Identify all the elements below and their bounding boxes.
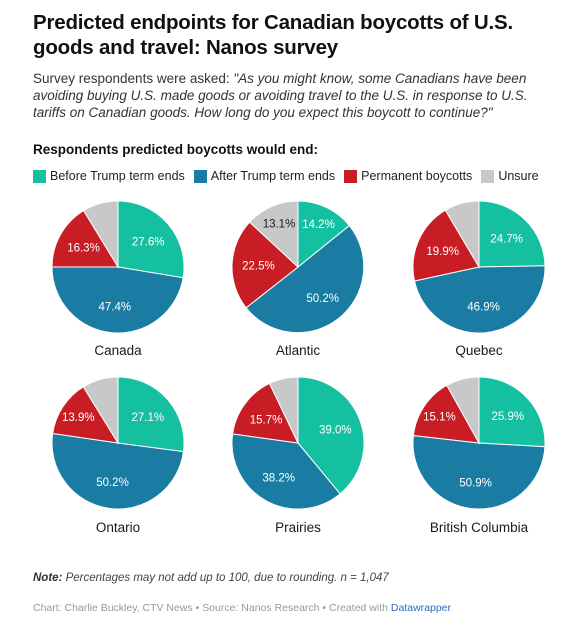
data-label-atlantic-permanent: 22.5%	[242, 260, 275, 272]
pie-british-columbia: 25.9% 50.9% 15.1%	[412, 376, 546, 510]
pie-slice-ontario-before	[117, 376, 185, 453]
pie-slice-british-columbia-after	[412, 434, 546, 510]
pie-slice-ontario-unsure	[82, 376, 119, 445]
description-quote: "As you might know, some Canadians have …	[33, 71, 528, 120]
pie-slice-atlantic-before	[297, 200, 351, 269]
data-label-prairies-after: 38.2%	[262, 473, 295, 485]
note-label: Note:	[33, 572, 63, 584]
data-label-quebec-before: 24.7%	[490, 234, 523, 246]
pie-slice-canada-permanent	[51, 209, 119, 268]
pie-slice-ontario-after	[51, 432, 184, 510]
pie-ontario: 27.1% 50.2% 13.9%	[51, 376, 185, 510]
legend-item-unsure: Unsure	[481, 169, 539, 183]
legend-label-before: Before Trump term ends	[50, 169, 185, 183]
data-label-prairies-permanent: 15.7%	[250, 415, 283, 427]
pie-canada: 27.6% 47.4% 16.3%	[51, 200, 185, 334]
pie-quebec: 24.7% 46.9% 19.9%	[412, 200, 546, 334]
data-label-prairies-before: 39.0%	[319, 425, 352, 437]
pie-slice-prairies-after	[231, 433, 341, 510]
description-prefix: Survey respondents were asked:	[33, 71, 234, 86]
data-label-quebec-after: 46.9%	[467, 301, 500, 313]
pie-charts-grid: 27.6% 47.4% 16.3% Canada 14.2% 50.2% 22.5% 13.1…	[51, 200, 546, 535]
data-label-atlantic-unsure: 13.1%	[263, 218, 296, 230]
pie-slice-british-columbia-before	[478, 376, 546, 448]
legend-item-after: After Trump term ends	[193, 169, 336, 183]
credit-line: Chart: Charlie Buckley, CTV News • Sourc…	[33, 602, 451, 614]
footnote: Note: Percentages may not add up to 100,…	[33, 572, 389, 584]
data-label-atlantic-before: 14.2%	[302, 219, 335, 231]
data-label-ontario-after: 50.2%	[96, 477, 129, 489]
pie-slice-prairies-permanent	[232, 382, 299, 444]
data-label-ontario-before: 27.1%	[131, 412, 164, 424]
note-text: Percentages may not add up to 100, due t…	[62, 572, 389, 584]
pie-slice-quebec-before	[478, 200, 546, 268]
legend-item-before: Before Trump term ends	[33, 169, 185, 183]
region-label-atlantic: Atlantic	[276, 343, 321, 358]
data-label-british-columbia-after: 50.9%	[459, 478, 492, 490]
pie-slice-prairies-before	[297, 376, 365, 495]
pie-slice-ontario-permanent	[52, 386, 119, 444]
datawrapper-link[interactable]: Datawrapper	[390, 602, 452, 614]
pie-prairies: 39.0% 38.2% 15.7%	[231, 376, 365, 510]
chart-subtitle: Respondents predicted boycotts would end…	[33, 142, 319, 157]
pie-slice-canada-before	[117, 200, 185, 279]
pie-slice-atlantic-permanent	[231, 221, 299, 309]
data-label-atlantic-after: 50.2%	[306, 293, 339, 305]
data-label-canada-after: 47.4%	[98, 302, 131, 314]
region-label-british-columbia: British Columbia	[430, 520, 529, 535]
data-label-canada-before: 27.6%	[132, 236, 165, 248]
legend-item-permanent: Permanent boycotts	[344, 169, 472, 183]
chart-description: Survey respondents were asked: "As you m…	[33, 70, 553, 121]
credit-text: Chart: Charlie Buckley, CTV News • Sourc…	[33, 602, 391, 614]
legend-swatch-unsure	[481, 169, 495, 183]
pie-slice-british-columbia-unsure	[446, 376, 480, 445]
pie-slice-atlantic-unsure	[248, 200, 299, 269]
data-label-british-columbia-permanent: 15.1%	[423, 412, 456, 424]
chart-title: Predicted endpoints for Canadian boycott…	[33, 11, 513, 59]
legend-label-permanent: Permanent boycotts	[361, 169, 473, 183]
region-label-prairies: Prairies	[275, 520, 321, 535]
legend-label-after: After Trump term ends	[210, 169, 336, 183]
legend-swatch-before	[33, 169, 46, 183]
pie-slice-quebec-unsure	[444, 200, 480, 269]
data-label-ontario-permanent: 13.9%	[62, 412, 95, 424]
pie-slice-british-columbia-permanent	[412, 384, 480, 444]
pie-atlantic: 14.2% 50.2% 22.5% 13.1%	[231, 200, 365, 334]
pie-slice-canada-after	[51, 266, 184, 334]
region-label-ontario: Ontario	[96, 520, 140, 535]
legend-swatch-after	[193, 169, 207, 183]
data-label-quebec-permanent: 19.9%	[426, 246, 459, 258]
legend-swatch-permanent	[344, 169, 358, 183]
legend-label-unsure: Unsure	[498, 169, 539, 183]
data-label-british-columbia-before: 25.9%	[491, 411, 524, 423]
pie-slice-canada-unsure	[83, 200, 119, 269]
pie-slice-prairies-unsure	[268, 376, 299, 444]
region-label-canada: Canada	[94, 343, 142, 358]
data-label-canada-permanent: 16.3%	[67, 243, 100, 255]
chart-container: Predicted endpoints for Canadian boycott…	[33, 10, 553, 183]
pie-slice-quebec-permanent	[412, 209, 480, 282]
region-label-quebec: Quebec	[455, 343, 503, 358]
pie-slice-atlantic-after	[245, 224, 365, 334]
legend: Before Trump term ends After Trump term e…	[33, 169, 553, 183]
pie-slice-quebec-after	[413, 265, 546, 334]
